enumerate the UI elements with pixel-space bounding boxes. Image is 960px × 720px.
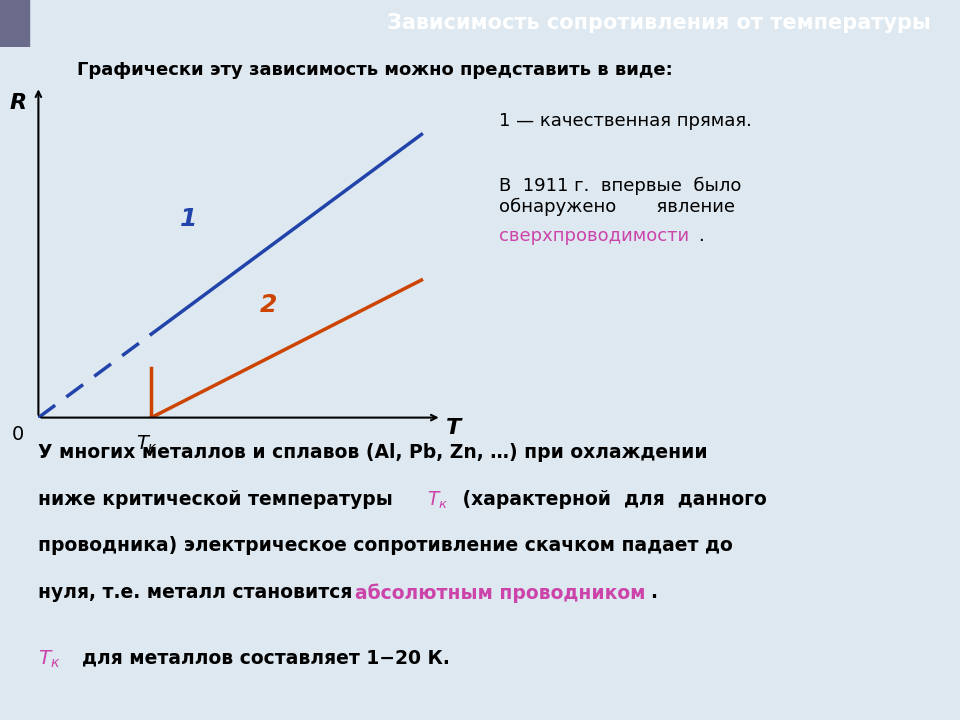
Text: $T_к$: $T_к$ bbox=[38, 649, 61, 670]
Text: 1 — качественная прямая.: 1 — качественная прямая. bbox=[499, 112, 752, 130]
Text: 1: 1 bbox=[180, 207, 197, 230]
Text: .: . bbox=[698, 227, 704, 245]
Text: .: . bbox=[650, 583, 657, 602]
Text: (характерной  для  данного: (характерной для данного bbox=[456, 490, 767, 508]
Text: $T_к$: $T_к$ bbox=[136, 433, 158, 455]
Text: В  1911 г.  впервые  было
обнаружено       явление: В 1911 г. впервые было обнаружено явлени… bbox=[499, 176, 741, 216]
Text: абсолютным проводником: абсолютным проводником bbox=[355, 583, 646, 603]
Text: R: R bbox=[10, 93, 27, 113]
Text: $T_к$: $T_к$ bbox=[427, 490, 448, 511]
Text: нуля, т.е. металл становится: нуля, т.е. металл становится bbox=[38, 583, 359, 602]
Text: 2: 2 bbox=[260, 292, 277, 317]
Text: проводника) электрическое сопротивление скачком падает до: проводника) электрическое сопротивление … bbox=[38, 536, 733, 555]
Text: 0: 0 bbox=[12, 425, 24, 444]
Bar bbox=[0, 0, 29, 47]
Text: У многих металлов и сплавов (Al, Pb, Zn, …) при охлаждении: У многих металлов и сплавов (Al, Pb, Zn,… bbox=[38, 443, 708, 462]
Text: Зависимость сопротивления от температуры: Зависимость сопротивления от температуры bbox=[387, 14, 931, 33]
Text: сверхпроводимости: сверхпроводимости bbox=[499, 227, 689, 245]
Text: для металлов составляет 1−20 К.: для металлов составляет 1−20 К. bbox=[82, 649, 449, 667]
Text: T: T bbox=[446, 418, 461, 438]
Text: Графически эту зависимость можно представить в виде:: Графически эту зависимость можно предста… bbox=[77, 61, 673, 79]
Text: ниже критической температуры: ниже критической температуры bbox=[38, 490, 399, 508]
